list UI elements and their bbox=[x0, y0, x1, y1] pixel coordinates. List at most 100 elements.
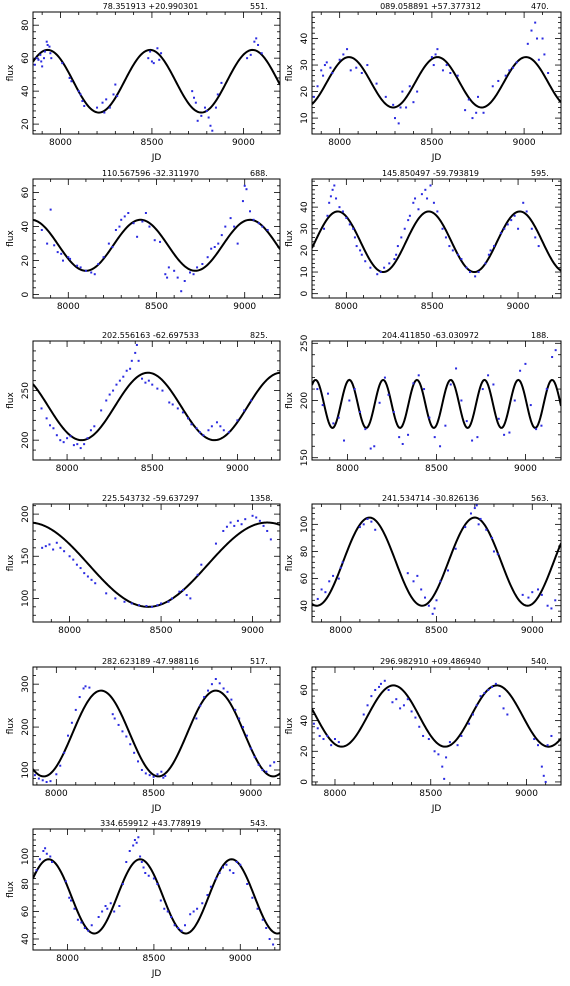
data-point bbox=[148, 774, 151, 777]
data-point bbox=[544, 780, 547, 783]
data-point bbox=[145, 604, 148, 607]
light-curve-panel: 8000 8500 9000 100 150 200 flux 225.543732 -59.… bbox=[6, 494, 281, 636]
data-point bbox=[255, 37, 258, 40]
plot-frame bbox=[32, 11, 281, 135]
data-point bbox=[132, 844, 135, 847]
data-point bbox=[401, 90, 404, 93]
data-point bbox=[86, 437, 89, 440]
data-point bbox=[69, 257, 72, 260]
data-point bbox=[439, 580, 442, 583]
data-point bbox=[111, 713, 114, 716]
y-axis-label: flux bbox=[6, 880, 16, 897]
data-point bbox=[432, 201, 435, 204]
data-point bbox=[510, 219, 513, 222]
data-point bbox=[370, 520, 373, 523]
data-point bbox=[338, 58, 341, 61]
data-point bbox=[207, 429, 210, 432]
panel-title: 145.850497 -59.793819 bbox=[382, 169, 479, 178]
data-point bbox=[67, 734, 70, 737]
data-point bbox=[320, 588, 323, 591]
data-point bbox=[141, 220, 144, 223]
data-point bbox=[255, 516, 258, 519]
data-point bbox=[226, 690, 229, 693]
data-point bbox=[84, 269, 87, 272]
data-point bbox=[147, 874, 150, 877]
data-point bbox=[45, 40, 48, 43]
data-point bbox=[49, 780, 52, 783]
data-point bbox=[185, 594, 188, 597]
data-point bbox=[192, 273, 195, 276]
data-point bbox=[182, 588, 185, 591]
x-tick-label: 9000 bbox=[241, 626, 264, 636]
x-axis-label: JD bbox=[151, 969, 162, 979]
data-point bbox=[246, 883, 249, 885]
y-tick-label: 100 bbox=[21, 848, 31, 865]
data-point bbox=[199, 704, 202, 707]
data-point bbox=[90, 271, 93, 274]
data-point bbox=[524, 362, 527, 365]
data-point bbox=[180, 929, 183, 932]
x-axis-label: JD bbox=[431, 153, 442, 163]
data-point bbox=[213, 246, 216, 248]
panel-count: 595. bbox=[531, 169, 549, 178]
data-point bbox=[88, 686, 91, 689]
data-point bbox=[138, 604, 141, 607]
y-tick-label: 60 bbox=[300, 684, 310, 696]
data-point bbox=[219, 425, 222, 428]
data-point bbox=[152, 877, 155, 880]
data-point bbox=[476, 436, 479, 439]
x-axis-label: JD bbox=[151, 153, 162, 163]
plot-area bbox=[33, 514, 280, 608]
data-point bbox=[431, 612, 434, 615]
data-point bbox=[542, 774, 545, 777]
data-point bbox=[229, 521, 232, 524]
x-tick-label: 8500 bbox=[421, 302, 444, 312]
data-point bbox=[125, 369, 128, 372]
y-tick-label: 80 bbox=[21, 878, 31, 890]
x-tick-label: 9000 bbox=[239, 789, 262, 799]
data-point bbox=[465, 420, 468, 423]
data-point bbox=[537, 58, 540, 61]
x-tick-label: 9000 bbox=[513, 138, 536, 148]
y-tick-label: 20 bbox=[300, 244, 310, 256]
data-point bbox=[326, 734, 329, 737]
data-point bbox=[162, 776, 165, 779]
data-point bbox=[40, 407, 43, 410]
data-point bbox=[473, 507, 476, 510]
data-point bbox=[484, 262, 487, 265]
data-point bbox=[316, 85, 319, 88]
data-point bbox=[337, 577, 340, 580]
data-point bbox=[460, 258, 463, 261]
data-point bbox=[59, 764, 62, 767]
data-point bbox=[159, 240, 162, 243]
data-point bbox=[491, 536, 494, 539]
data-point bbox=[139, 855, 142, 858]
data-point bbox=[546, 604, 549, 607]
data-point bbox=[59, 439, 62, 442]
data-point bbox=[239, 863, 242, 866]
data-point bbox=[546, 744, 549, 747]
y-tick-label: 200 bbox=[21, 505, 31, 522]
model-fit-curve bbox=[312, 516, 561, 607]
data-point bbox=[398, 436, 401, 439]
data-point bbox=[324, 591, 327, 594]
data-point bbox=[233, 524, 236, 527]
x-tick-label: 8000 bbox=[336, 464, 359, 474]
data-point bbox=[448, 245, 451, 248]
data-point bbox=[481, 388, 484, 391]
data-point bbox=[499, 232, 502, 235]
model-fit-curve bbox=[33, 218, 280, 272]
data-point bbox=[449, 72, 452, 74]
data-point bbox=[224, 225, 227, 228]
data-point bbox=[512, 66, 515, 69]
data-point bbox=[359, 249, 362, 252]
data-point bbox=[268, 938, 271, 940]
data-point bbox=[87, 929, 90, 932]
data-point bbox=[475, 704, 478, 707]
data-point bbox=[366, 704, 369, 707]
data-point bbox=[137, 359, 140, 362]
data-point bbox=[201, 902, 204, 905]
data-point bbox=[59, 546, 62, 549]
data-point bbox=[383, 679, 386, 682]
data-point bbox=[443, 777, 446, 780]
